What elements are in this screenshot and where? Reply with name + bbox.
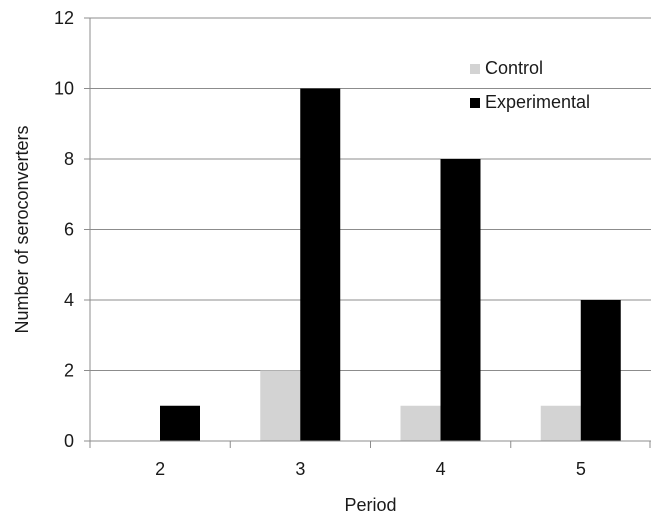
y-tick-label-0: 0: [64, 431, 74, 451]
bars: [160, 88, 621, 441]
bar-control-3: [260, 370, 301, 441]
x-tick-label-4: 4: [436, 459, 446, 479]
y-tick-label-2: 2: [64, 361, 74, 381]
x-tick-labels: 2 3 4 5: [155, 459, 586, 479]
bar-experimental-5: [580, 300, 621, 441]
bar-experimental-4: [440, 159, 481, 441]
bar-control-4: [400, 405, 441, 441]
bar-control-5: [540, 405, 581, 441]
axes: [89, 18, 651, 448]
legend-label-experimental: Experimental: [485, 92, 590, 112]
legend: Control Experimental: [470, 58, 590, 112]
y-tick-labels: 0 2 4 6 8 10 12: [54, 8, 74, 451]
y-tick-label-12: 12: [54, 8, 74, 28]
x-tick-label-5: 5: [576, 459, 586, 479]
x-tick-label-2: 2: [155, 459, 165, 479]
legend-swatch-experimental: [470, 98, 480, 108]
legend-swatch-control: [470, 64, 480, 74]
y-tick-label-10: 10: [54, 79, 74, 99]
y-tick-label-8: 8: [64, 149, 74, 169]
y-axis-title: Number of seroconverters: [12, 125, 32, 333]
bar-experimental-3: [300, 88, 341, 441]
y-tick-label-6: 6: [64, 220, 74, 240]
bar-experimental-2: [160, 405, 200, 441]
legend-label-control: Control: [485, 58, 543, 78]
gridlines: [84, 17, 651, 442]
x-tick-label-3: 3: [295, 459, 305, 479]
x-axis-title: Period: [344, 495, 396, 515]
y-tick-label-4: 4: [64, 290, 74, 310]
